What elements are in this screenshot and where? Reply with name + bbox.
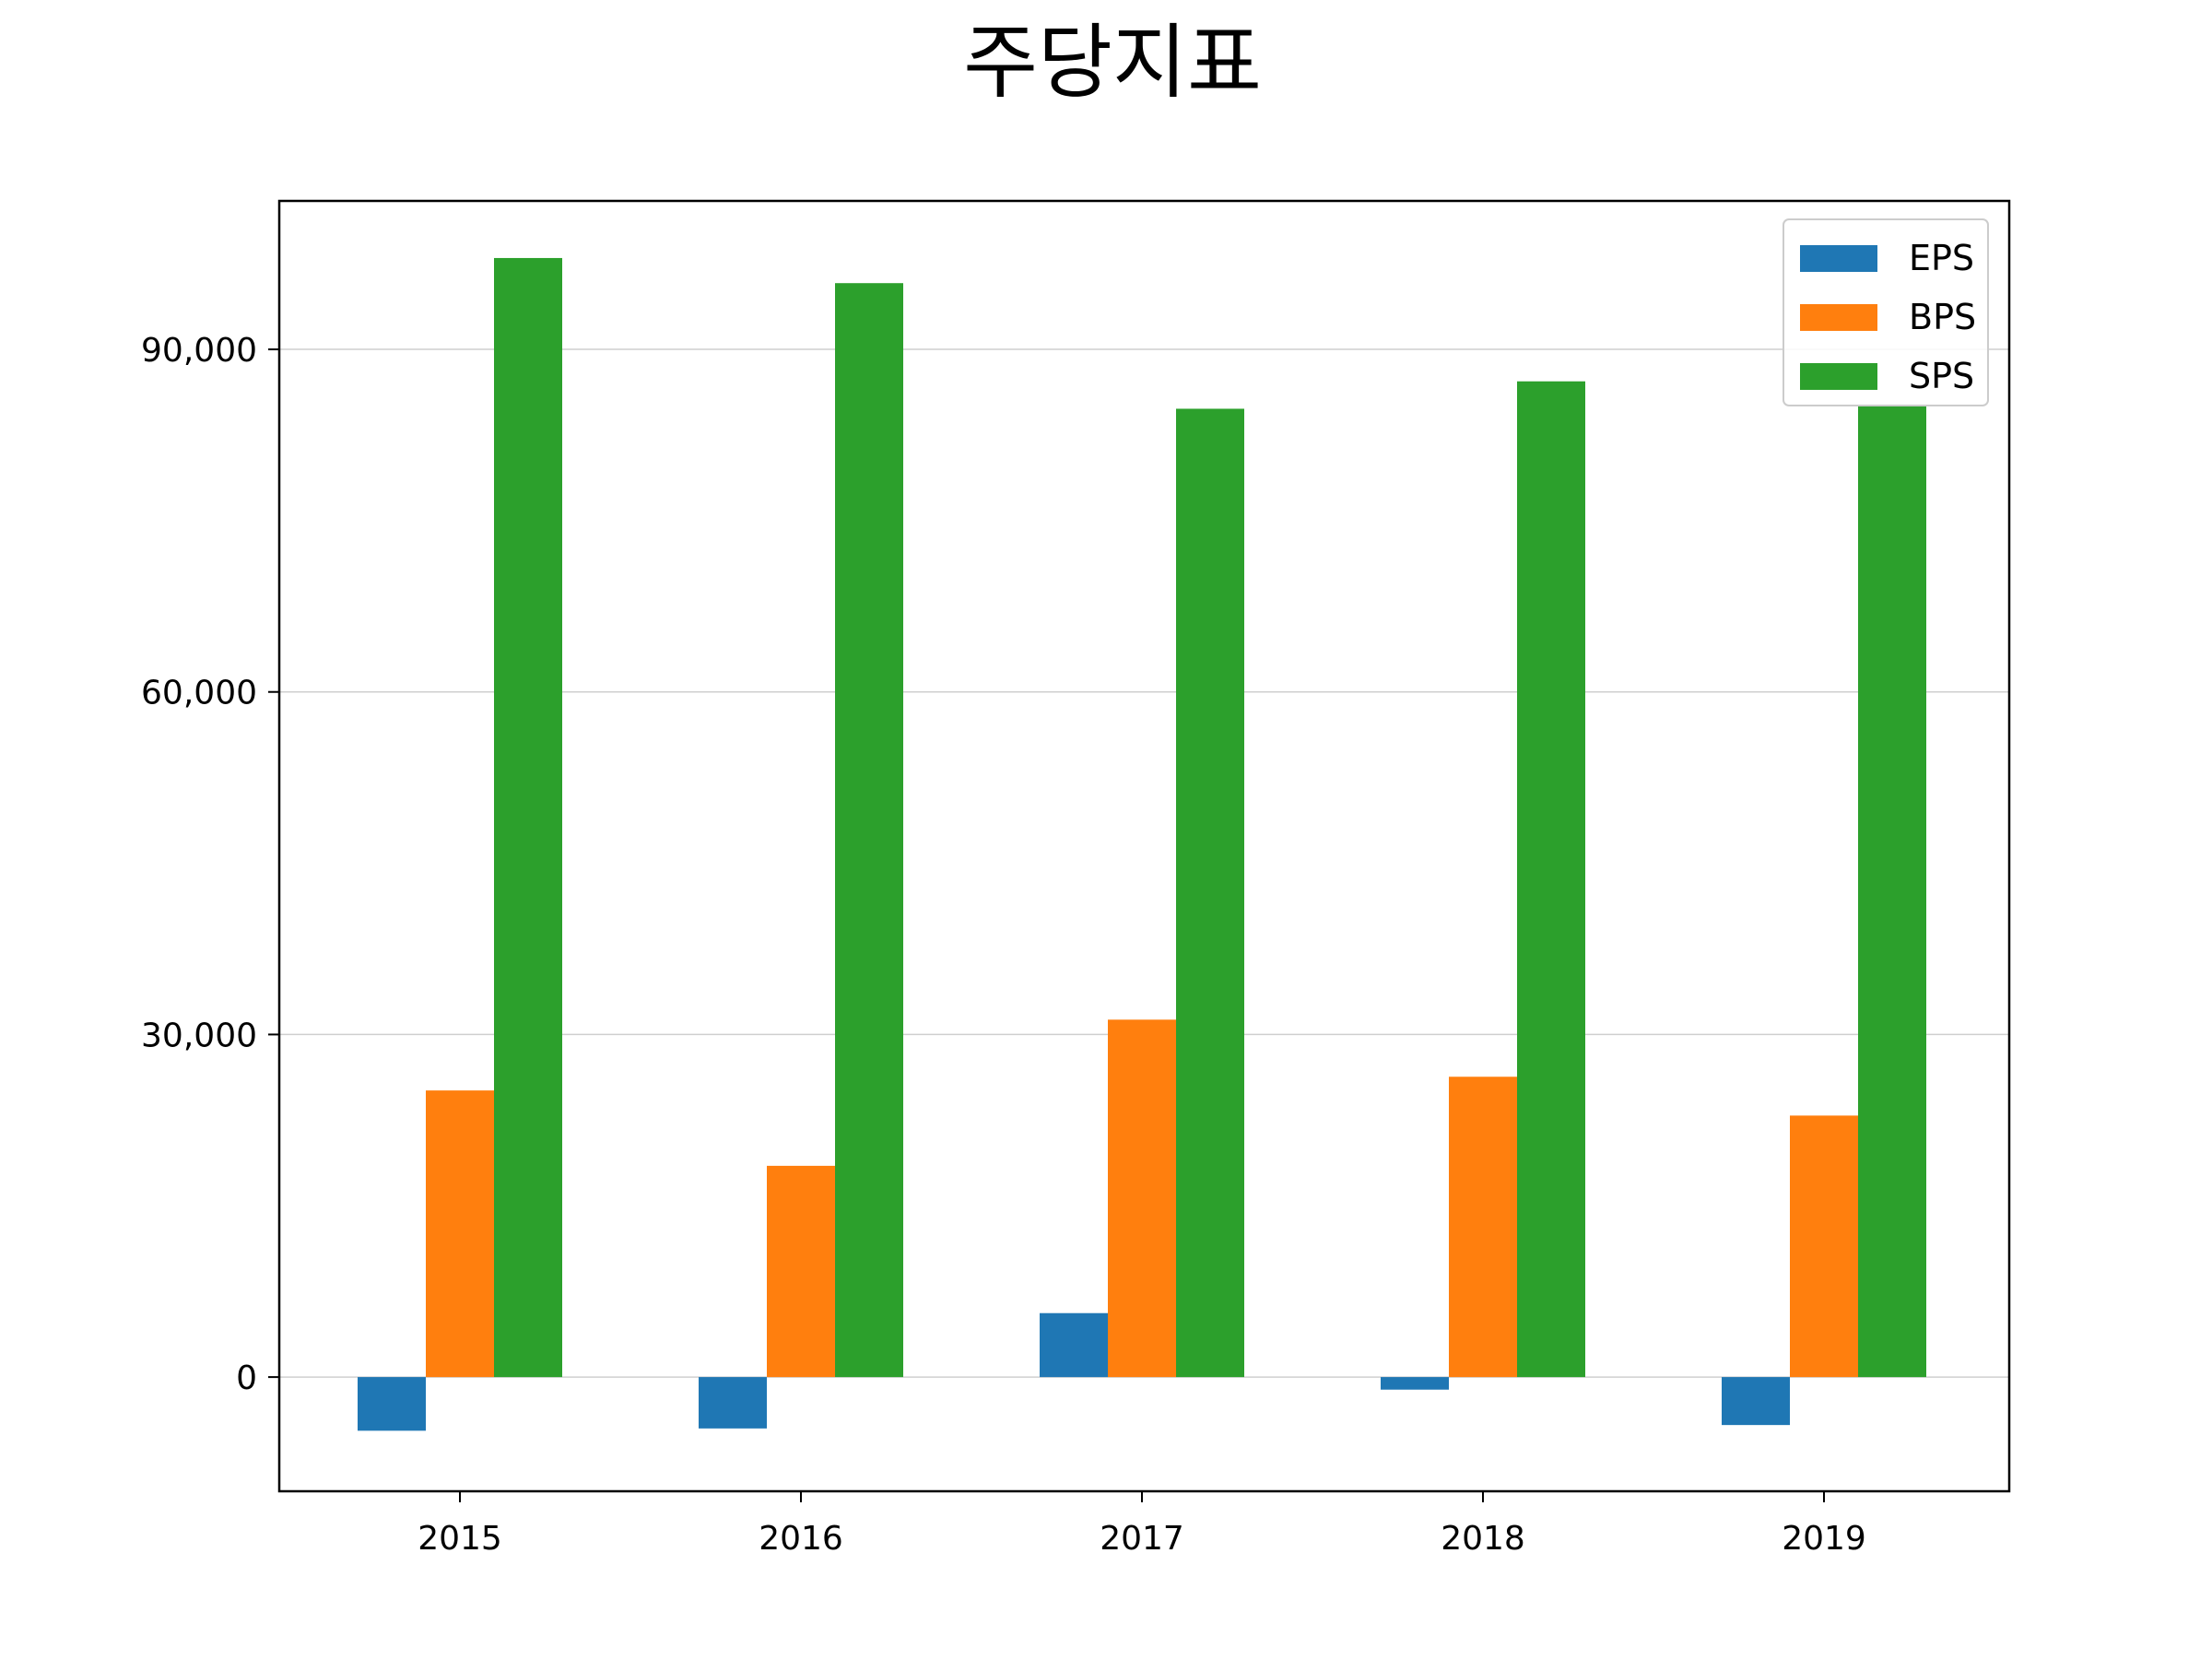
bar-bps-2018 <box>1449 1077 1517 1378</box>
bar-bps-2016 <box>767 1165 835 1378</box>
y-tick-label: 30,000 <box>141 1017 257 1054</box>
y-tick-label: 0 <box>236 1359 257 1397</box>
legend-label-bps: BPS <box>1909 297 1976 337</box>
y-axis: 0 30,000 60,000 90,000 <box>141 332 279 1397</box>
chart-title: 주당지표 <box>963 15 1262 110</box>
legend-swatch-sps <box>1800 363 1877 390</box>
legend-swatch-bps <box>1800 304 1877 331</box>
bar-bps-2019 <box>1790 1115 1858 1378</box>
x-tick-label: 2018 <box>1441 1520 1525 1558</box>
plot-frame <box>277 199 2011 1493</box>
bar-sps-2019 <box>1858 406 1926 1378</box>
legend: EPS BPS SPS <box>1783 218 1989 406</box>
bar-eps-2016 <box>699 1377 767 1429</box>
bar-bps-2017 <box>1108 1019 1176 1378</box>
bar-eps-2018 <box>1381 1377 1449 1390</box>
x-tick-label: 2016 <box>759 1520 843 1558</box>
legend-label-sps: SPS <box>1909 356 1974 396</box>
bar-bps-2015 <box>426 1090 494 1378</box>
bar-eps-2017 <box>1040 1312 1108 1378</box>
bar-sps-2017 <box>1176 408 1244 1378</box>
y-tick-label: 60,000 <box>141 675 257 712</box>
bar-sps-2016 <box>835 283 903 1378</box>
bar-eps-2015 <box>358 1377 426 1431</box>
y-tick-label: 90,000 <box>141 332 257 370</box>
bar-sps-2018 <box>1517 381 1585 1378</box>
x-tick-label: 2015 <box>418 1520 502 1558</box>
bar-eps-2019 <box>1722 1377 1790 1426</box>
bars <box>358 257 1926 1431</box>
legend-label-eps: EPS <box>1909 238 1974 278</box>
x-axis: 2015 2016 2017 2018 2019 <box>418 1491 1866 1558</box>
x-tick-label: 2017 <box>1100 1520 1184 1558</box>
x-tick-label: 2019 <box>1782 1520 1866 1558</box>
legend-swatch-eps <box>1800 245 1877 272</box>
bar-sps-2015 <box>494 257 562 1378</box>
